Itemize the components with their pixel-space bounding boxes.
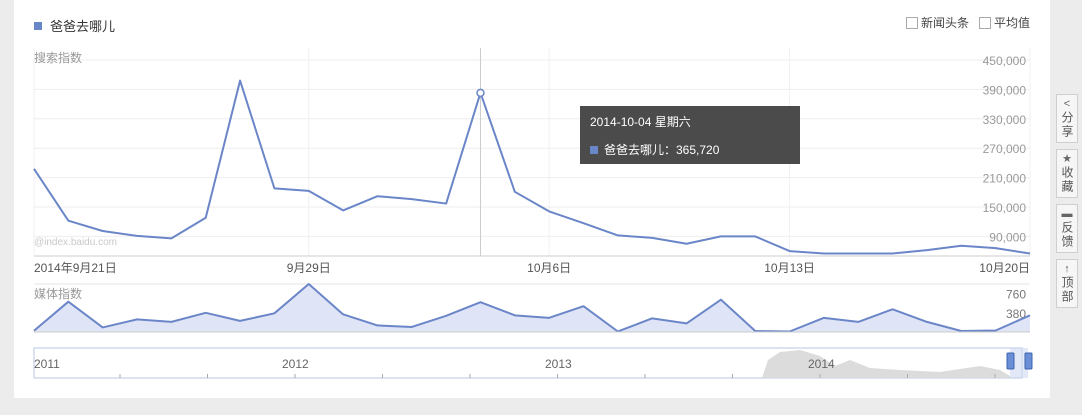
y-tick-label: 390,000 (983, 83, 1027, 97)
legend-label: 爸爸去哪儿 (50, 19, 116, 34)
share-icon: < (1063, 98, 1071, 110)
x-tick-label: 2014年9月21日 (34, 261, 117, 275)
tooltip-value: 爸爸去哪儿：365,720 (604, 143, 720, 157)
tooltip: 2014-10-04 星期六 爸爸去哪儿：365,720 (580, 106, 800, 164)
tooltip-row: 爸爸去哪儿：365,720 (590, 141, 719, 158)
chart-title: 搜索指数 (34, 50, 82, 65)
navigator-year-label: 2014 (808, 357, 835, 371)
news-checkbox[interactable]: 新闻头条 (906, 14, 969, 31)
feedback-label: 反馈 (1060, 221, 1074, 249)
tooltip-date: 2014-10-04 星期六 (590, 115, 691, 129)
navigator-year-label: 2013 (545, 357, 572, 371)
media-chart-title: 媒体指数 (34, 286, 82, 301)
y-tick-label: 270,000 (983, 142, 1027, 156)
navigator-history-area (762, 350, 1010, 378)
average-checkbox-box[interactable] (979, 16, 992, 29)
side-toolbar: < 分享 ★ 收藏 ▬ 反馈 ↑ 顶部 (1056, 94, 1078, 314)
feedback-button[interactable]: ▬ 反馈 (1056, 204, 1078, 253)
navigator-year-label: 2012 (282, 357, 309, 371)
x-tick-label: 10月20日 (979, 261, 1030, 275)
legend[interactable]: 爸爸去哪儿 (34, 16, 115, 35)
arrow-up-icon: ↑ (1064, 263, 1070, 275)
news-checkbox-label: 新闻头条 (921, 16, 970, 30)
data-point (476, 88, 485, 98)
navigator-year-label: 2011 (34, 357, 60, 371)
x-tick-label: 10月13日 (764, 261, 815, 275)
top-button[interactable]: ↑ 顶部 (1056, 259, 1078, 308)
y-tick-label: 210,000 (983, 172, 1027, 186)
media-y-tick-label: 380 (1006, 307, 1026, 321)
share-label: 分享 (1060, 111, 1074, 139)
y-tick-label: 450,000 (983, 54, 1027, 68)
media-area (34, 284, 1030, 332)
series-line (33, 79, 1031, 255)
news-checkbox-box[interactable] (906, 16, 918, 29)
average-checkbox-label: 平均值 (994, 16, 1031, 30)
y-tick-label: 150,000 (983, 201, 1027, 215)
media-y-tick-label: 760 (1006, 288, 1026, 302)
y-tick-label: 90,000 (989, 230, 1026, 244)
y-tick-label: 330,000 (983, 113, 1027, 127)
media-line (33, 283, 1031, 333)
top-label: 顶部 (1060, 276, 1074, 304)
navigator-handle (1006, 352, 1015, 370)
x-tick-label: 9月29日 (287, 261, 331, 275)
watermark: @index.baidu.com (34, 237, 117, 248)
average-checkbox[interactable]: 平均值 (979, 14, 1030, 31)
tooltip-swatch (590, 145, 598, 154)
navigator-handle (1024, 352, 1033, 370)
star-icon: ★ (1062, 153, 1072, 165)
collect-label: 收藏 (1060, 166, 1074, 194)
chat-icon: ▬ (1061, 208, 1073, 220)
share-button[interactable]: < 分享 (1056, 94, 1078, 143)
x-tick-label: 10月6日 (527, 261, 571, 275)
collect-button[interactable]: ★ 收藏 (1056, 149, 1078, 198)
chart-options: 新闻头条 平均值 (906, 14, 1030, 31)
legend-swatch (34, 21, 42, 30)
